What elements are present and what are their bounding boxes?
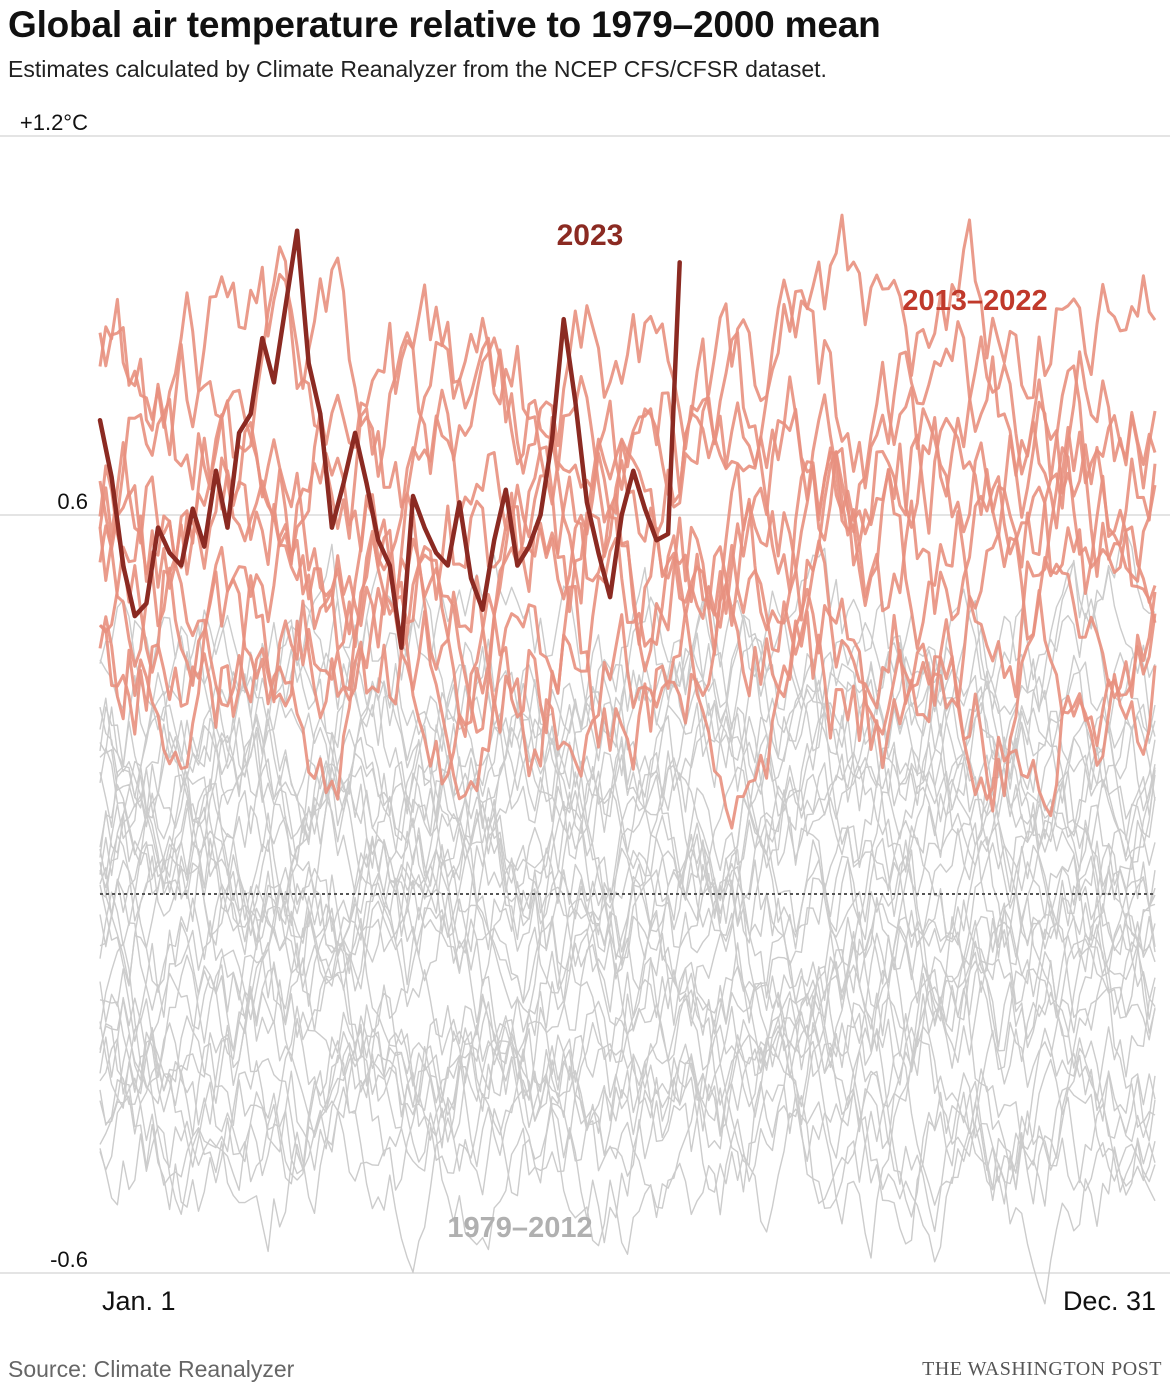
series-label-historic: 1979–2012	[447, 1212, 592, 1244]
recent-year-line	[98, 523, 1157, 830]
recent-year-line	[98, 213, 1157, 540]
chart-subtitle: Estimates calculated by Climate Reanalyz…	[8, 56, 827, 82]
recent-year-line	[99, 555, 1157, 813]
historic-year-line	[99, 705, 1156, 985]
y-tick-label: -0.6	[50, 1247, 88, 1272]
recent-year-line	[98, 304, 1157, 608]
series-2023	[97, 228, 682, 650]
y-tick-label: +1.2°C	[20, 110, 88, 135]
historic-year-line	[99, 770, 1156, 1023]
historic-year-line	[99, 634, 1156, 862]
series-label-recent: 2013–2022	[902, 285, 1047, 317]
historic-year-line	[99, 531, 1156, 763]
series-label-y2023: 2023	[557, 219, 624, 252]
historic-year-line	[99, 940, 1156, 1184]
y-tick-label: 0.6	[57, 489, 88, 514]
historic-year-line	[99, 771, 1156, 973]
publisher-credit: THE WASHINGTON POST	[922, 1358, 1162, 1380]
historic-year-line	[99, 1028, 1156, 1253]
x-tick-label-end: Dec. 31	[1063, 1286, 1156, 1316]
recent-year-line	[98, 256, 1157, 605]
source-note: Source: Climate Reanalyzer	[8, 1356, 295, 1382]
historic-year-line	[99, 686, 1156, 951]
x-tick-label-start: Jan. 1	[102, 1286, 176, 1316]
historic-year-line	[99, 646, 1156, 857]
chart-labels: 2023 2013–2022 1979–2012 Jan. 1 Dec. 31	[102, 219, 1156, 1316]
line-2023	[97, 228, 682, 650]
recent-year-line	[98, 451, 1157, 710]
historic-year-line	[99, 911, 1156, 1143]
historic-year-line	[99, 1034, 1156, 1259]
historic-year-line	[99, 849, 1156, 1109]
historic-year-line	[99, 958, 1156, 1192]
historic-year-line	[99, 1062, 1156, 1305]
historic-year-line	[99, 862, 1156, 1076]
historic-year-line	[99, 715, 1156, 931]
chart-title: Global air temperature relative to 1979–…	[8, 4, 881, 45]
